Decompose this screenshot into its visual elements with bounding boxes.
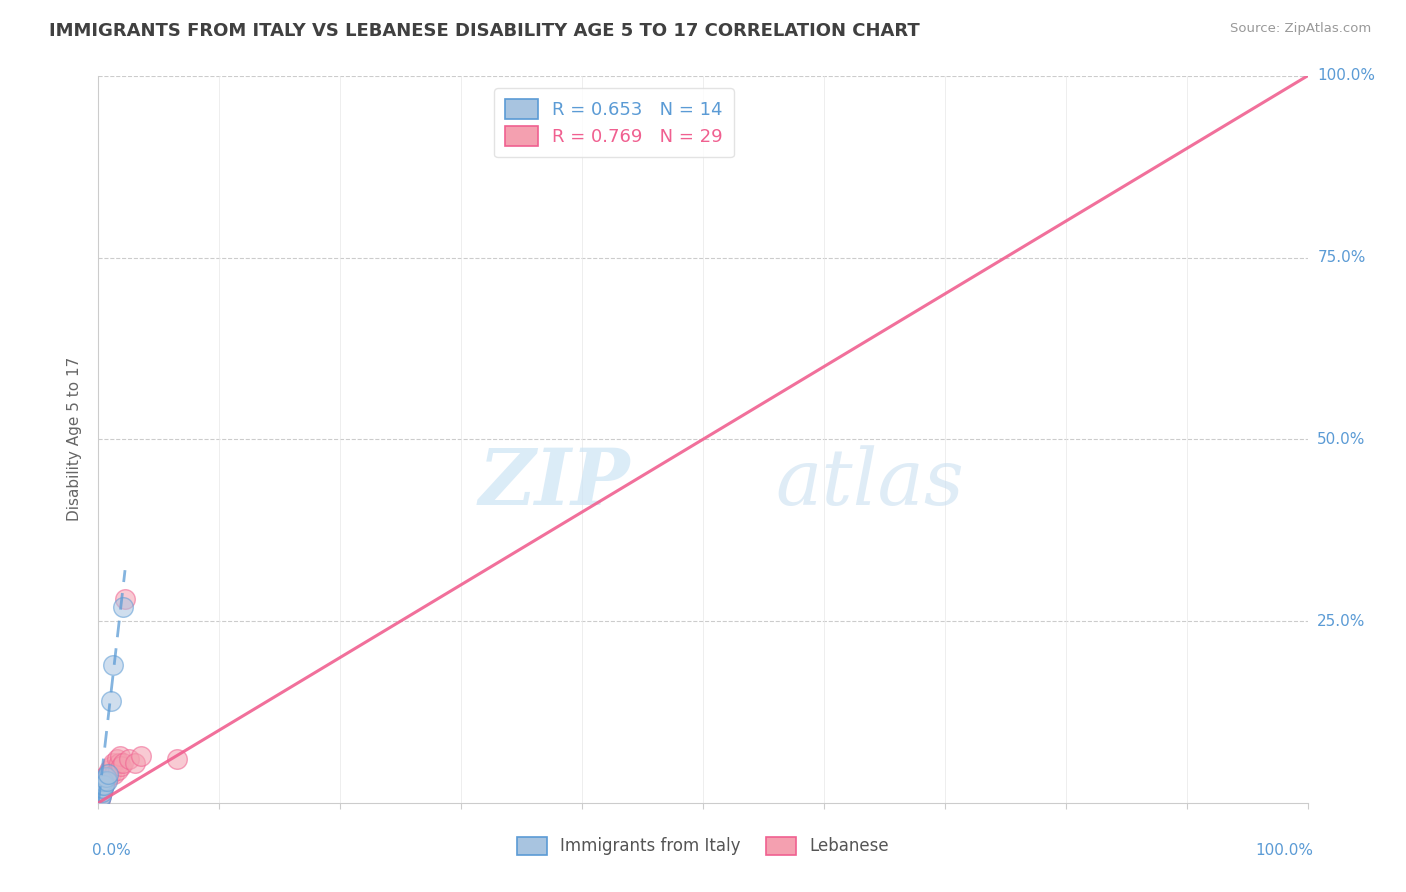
Point	[89, 785, 111, 799]
Point	[89, 792, 111, 806]
Point	[91, 785, 114, 799]
Point	[90, 781, 112, 796]
Point	[91, 778, 114, 792]
Point	[111, 599, 134, 614]
Text: 100.0%: 100.0%	[1256, 843, 1313, 858]
Point	[166, 752, 188, 766]
Point	[98, 763, 121, 777]
Point	[101, 756, 124, 770]
Point	[91, 781, 114, 796]
Text: 75.0%: 75.0%	[1317, 250, 1365, 265]
Point	[118, 752, 141, 766]
Point	[114, 592, 136, 607]
Point	[97, 766, 120, 780]
Point	[129, 748, 152, 763]
Point	[91, 774, 114, 789]
Point	[97, 770, 120, 784]
Point	[111, 756, 134, 770]
Point	[100, 759, 122, 773]
Text: 0.0%: 0.0%	[93, 843, 131, 858]
Point	[108, 756, 131, 770]
Point	[103, 766, 125, 780]
Point	[93, 770, 115, 784]
Text: 100.0%: 100.0%	[1317, 69, 1375, 83]
Text: 50.0%: 50.0%	[1317, 432, 1365, 447]
Point	[93, 778, 115, 792]
Y-axis label: Disability Age 5 to 17: Disability Age 5 to 17	[67, 357, 83, 522]
Point	[90, 789, 112, 803]
Point	[107, 763, 129, 777]
Point	[93, 778, 115, 792]
Point	[105, 752, 128, 766]
Point	[90, 781, 112, 796]
Point	[90, 789, 112, 803]
Point	[89, 792, 111, 806]
Point	[91, 785, 114, 799]
Text: 25.0%: 25.0%	[1317, 614, 1365, 629]
Point	[91, 774, 114, 789]
Point	[108, 748, 131, 763]
Point	[91, 778, 114, 792]
Text: ZIP: ZIP	[479, 445, 630, 521]
Point	[100, 766, 122, 780]
Legend: Immigrants from Italy, Lebanese: Immigrants from Italy, Lebanese	[509, 828, 897, 863]
Point	[96, 774, 118, 789]
Point	[100, 694, 122, 708]
Point	[91, 781, 114, 796]
Point	[94, 770, 117, 784]
Point	[124, 756, 146, 770]
Point	[96, 766, 118, 780]
Text: atlas: atlas	[776, 445, 965, 521]
Point	[110, 759, 132, 773]
Text: IMMIGRANTS FROM ITALY VS LEBANESE DISABILITY AGE 5 TO 17 CORRELATION CHART: IMMIGRANTS FROM ITALY VS LEBANESE DISABI…	[49, 22, 920, 40]
Point	[101, 657, 124, 672]
Point	[94, 774, 117, 789]
Text: Source: ZipAtlas.com: Source: ZipAtlas.com	[1230, 22, 1371, 36]
